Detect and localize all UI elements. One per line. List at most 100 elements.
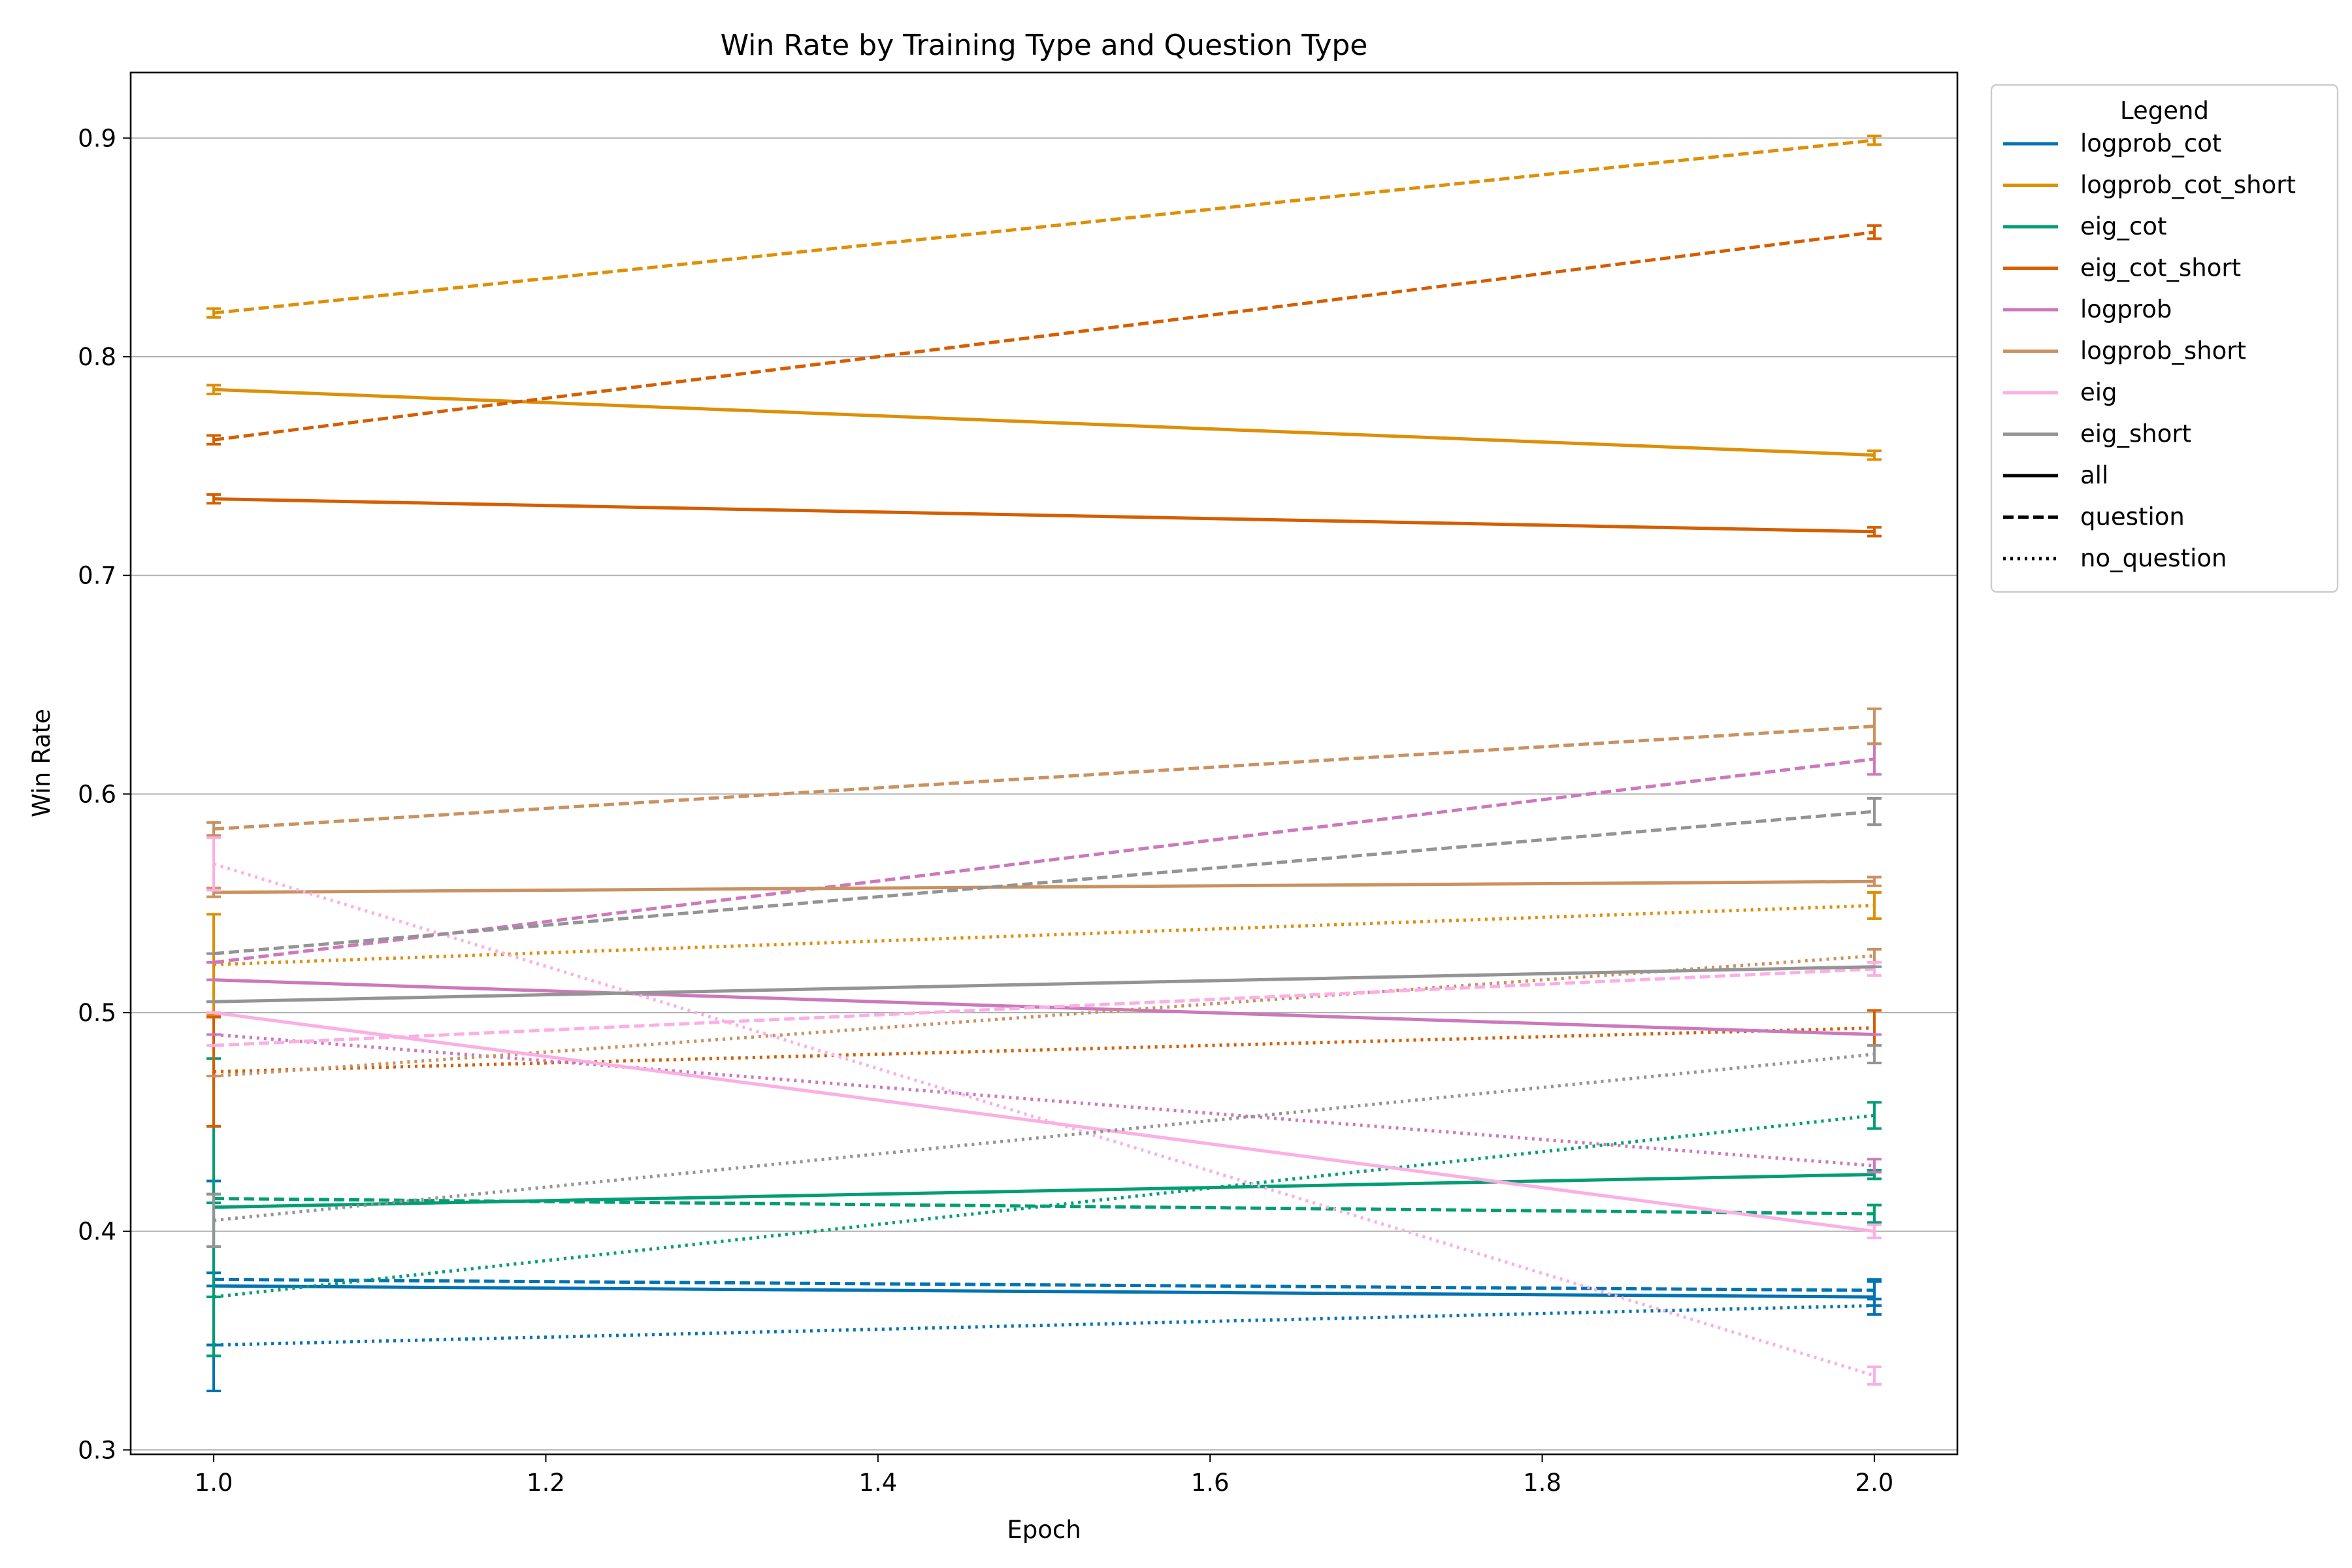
legend: Legend logprob_cot logprob_cot_short eig_c… bbox=[1990, 84, 2339, 593]
legend-item-question: question bbox=[2003, 503, 2185, 531]
chart-title: Win Rate by Training Type and Question T… bbox=[721, 29, 1368, 62]
series-line bbox=[214, 1277, 1874, 1292]
series-line bbox=[213, 809, 1875, 956]
series-eig_short-no_question bbox=[206, 1044, 1882, 1249]
series-logprob_cot_short-all bbox=[206, 384, 1882, 461]
series-logprob-no_question bbox=[206, 1033, 1882, 1174]
error-bar bbox=[1867, 449, 1882, 461]
error-bar bbox=[1867, 947, 1882, 964]
series-line bbox=[214, 904, 1874, 966]
error-bar bbox=[1867, 961, 1882, 977]
legend-label: eig_short bbox=[2080, 420, 2191, 448]
series-logprob_cot-no_question bbox=[206, 1303, 1882, 1347]
series-logprob_cot_short-question bbox=[206, 135, 1882, 319]
series-line bbox=[213, 1113, 1875, 1299]
series-line bbox=[213, 862, 1875, 1377]
series-line bbox=[213, 139, 1875, 315]
x-tick-label: 1.4 bbox=[858, 1469, 897, 1497]
series-line bbox=[213, 954, 1875, 1078]
legend-label: logprob_cot_short bbox=[2080, 171, 2296, 199]
legend-item-eig_cot_short: eig_cot_short bbox=[2003, 254, 2241, 282]
x-tick-label: 1.0 bbox=[195, 1469, 233, 1497]
x-tick-label: 1.2 bbox=[527, 1469, 565, 1497]
series-eig_short-question bbox=[206, 797, 1882, 956]
legend-label: no_question bbox=[2080, 544, 2227, 572]
legend-title: Legend bbox=[2120, 97, 2209, 125]
error-bar bbox=[1867, 224, 1882, 240]
grid bbox=[131, 137, 1957, 1451]
series-eig-no_question bbox=[206, 836, 1882, 1386]
error-bar bbox=[1867, 1158, 1882, 1174]
series-eig_short-all bbox=[206, 965, 1882, 1004]
error-bar bbox=[206, 384, 221, 395]
legend-item-logprob_short: logprob_short bbox=[2003, 337, 2246, 365]
x-tick-label: 1.6 bbox=[1191, 1469, 1230, 1497]
legend-item-eig_cot: eig_cot bbox=[2003, 212, 2167, 240]
series-eig_cot_short-all bbox=[206, 493, 1882, 538]
error-bar bbox=[1867, 797, 1882, 826]
x-tick-label: 2.0 bbox=[1855, 1469, 1893, 1497]
y-tick-label: 0.9 bbox=[78, 124, 116, 152]
error-bar bbox=[206, 836, 221, 892]
error-bar bbox=[1867, 890, 1882, 921]
error-bar bbox=[1867, 1223, 1882, 1239]
error-bar bbox=[1867, 526, 1882, 538]
series-line bbox=[214, 965, 1874, 1004]
legend-label: logprob_cot bbox=[2080, 129, 2221, 157]
error-bar bbox=[206, 307, 221, 319]
legend-item-eig: eig bbox=[2003, 378, 2117, 406]
error-bar bbox=[206, 434, 221, 446]
legend-label: logprob_short bbox=[2080, 337, 2246, 365]
y-tick-label: 0.5 bbox=[78, 999, 116, 1027]
plot-frame bbox=[129, 71, 1959, 1456]
legend-label: eig_cot bbox=[2080, 212, 2167, 240]
error-bar bbox=[1867, 1009, 1882, 1047]
series-line bbox=[213, 725, 1875, 831]
error-bar bbox=[1867, 135, 1882, 146]
legend-item-logprob_cot: logprob_cot bbox=[2003, 129, 2221, 157]
x-tick-label: 1.8 bbox=[1523, 1469, 1561, 1497]
x-axis: 1.0 1.2 1.4 1.6 1.8 2.0 bbox=[195, 1454, 1893, 1497]
series-logprob_short-all bbox=[206, 875, 1882, 898]
error-bar bbox=[1867, 707, 1882, 745]
series-layer bbox=[206, 135, 1882, 1392]
error-bar bbox=[1867, 1365, 1882, 1386]
error-bar bbox=[206, 821, 221, 837]
series-logprob_short-question bbox=[206, 707, 1882, 837]
legend-item-all: all bbox=[2003, 461, 2108, 489]
series-line bbox=[214, 1284, 1874, 1299]
legend-item-eig_short: eig_short bbox=[2003, 420, 2191, 448]
series-line bbox=[213, 1011, 1875, 1233]
series-eig-all bbox=[206, 1011, 1882, 1239]
error-bar bbox=[206, 493, 221, 505]
error-bar bbox=[1867, 1101, 1882, 1130]
error-bar bbox=[206, 1192, 221, 1249]
series-line bbox=[213, 967, 1875, 1047]
legend-label: all bbox=[2080, 461, 2108, 489]
series-line bbox=[214, 497, 1874, 534]
error-bar bbox=[1867, 1203, 1882, 1224]
y-tick-label: 0.6 bbox=[78, 780, 116, 808]
series-line bbox=[214, 879, 1874, 894]
series-line bbox=[214, 1303, 1874, 1347]
legend-label: question bbox=[2080, 503, 2185, 531]
y-tick-label: 0.7 bbox=[78, 562, 116, 590]
series-eig_cot_short-question bbox=[206, 224, 1882, 446]
legend-label: logprob bbox=[2080, 295, 2172, 323]
legend-item-no_question: no_question bbox=[2003, 544, 2227, 572]
series-line bbox=[213, 230, 1875, 442]
y-axis-label: Win Rate bbox=[27, 709, 56, 817]
legend-label: eig_cot_short bbox=[2080, 254, 2241, 282]
series-eig-question bbox=[206, 961, 1882, 1047]
legend-item-logprob_cot_short: logprob_cot_short bbox=[2003, 171, 2296, 199]
error-bar bbox=[1867, 875, 1882, 887]
series-line bbox=[213, 1033, 1875, 1168]
y-tick-label: 0.8 bbox=[78, 343, 116, 371]
y-tick-label: 0.4 bbox=[78, 1218, 116, 1246]
y-tick-label: 0.3 bbox=[78, 1436, 116, 1464]
legend-frame bbox=[1990, 84, 2339, 593]
x-axis-label: Epoch bbox=[1007, 1516, 1081, 1544]
legend-item-logprob: logprob bbox=[2003, 295, 2172, 323]
error-bar bbox=[206, 913, 221, 1017]
